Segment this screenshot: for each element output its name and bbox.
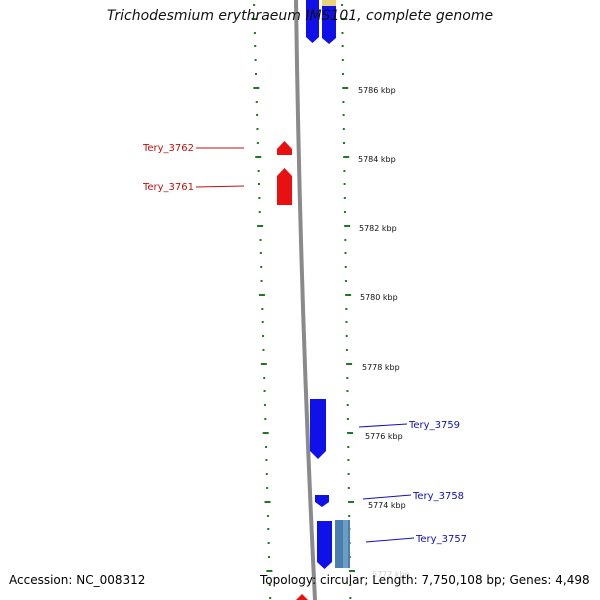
scale-label: 5784 kbp bbox=[358, 155, 396, 164]
scale-label: 5786 kbp bbox=[358, 86, 396, 95]
label-leader-line bbox=[195, 185, 245, 188]
tick-marks-outer bbox=[341, 4, 355, 599]
genome-summary-text: Topology: circular; Length: 7,750,108 bp… bbox=[260, 573, 590, 587]
scale-label: 5780 kbp bbox=[360, 293, 398, 302]
label-leader-line bbox=[362, 494, 412, 500]
tick-marks-inner bbox=[251, 4, 273, 599]
gene-label-Tery_3762[interactable]: Tery_3762 bbox=[142, 143, 194, 154]
gene-feature-bottom-cropped[interactable] bbox=[296, 594, 308, 600]
gene-label-Tery_3759[interactable]: Tery_3759 bbox=[408, 420, 460, 431]
gene-label-Tery_3761[interactable]: Tery_3761 bbox=[142, 182, 194, 193]
label-leader-line bbox=[358, 423, 408, 428]
scale-label: 5776 kbp bbox=[365, 432, 403, 441]
gene-feature-Tery_3759[interactable] bbox=[310, 399, 326, 459]
gene-label-Tery_3757[interactable]: Tery_3757 bbox=[415, 534, 467, 545]
scale-label: 5772 kbp bbox=[372, 570, 410, 579]
scale-label: 5778 kbp bbox=[362, 363, 400, 372]
gene-feature-Tery_3758[interactable] bbox=[315, 495, 329, 507]
gene-label-Tery_3758[interactable]: Tery_3758 bbox=[412, 491, 464, 502]
accession-text: Accession: NC_008312 bbox=[9, 573, 146, 587]
scale-label: 5782 kbp bbox=[359, 224, 397, 233]
genome-backbone bbox=[294, 0, 317, 600]
genome-title: Trichodesmium erythraeum IMS101, complet… bbox=[106, 8, 494, 24]
gene-feature-Tery_3761[interactable] bbox=[277, 168, 292, 205]
gene-feature-Tery_3757[interactable] bbox=[317, 520, 350, 569]
gene-feature-Tery_3762[interactable] bbox=[277, 141, 292, 155]
label-leader-line bbox=[365, 537, 415, 543]
gene-feature-top-cropped[interactable] bbox=[306, 0, 336, 44]
scale-label: 5774 kbp bbox=[368, 501, 406, 510]
